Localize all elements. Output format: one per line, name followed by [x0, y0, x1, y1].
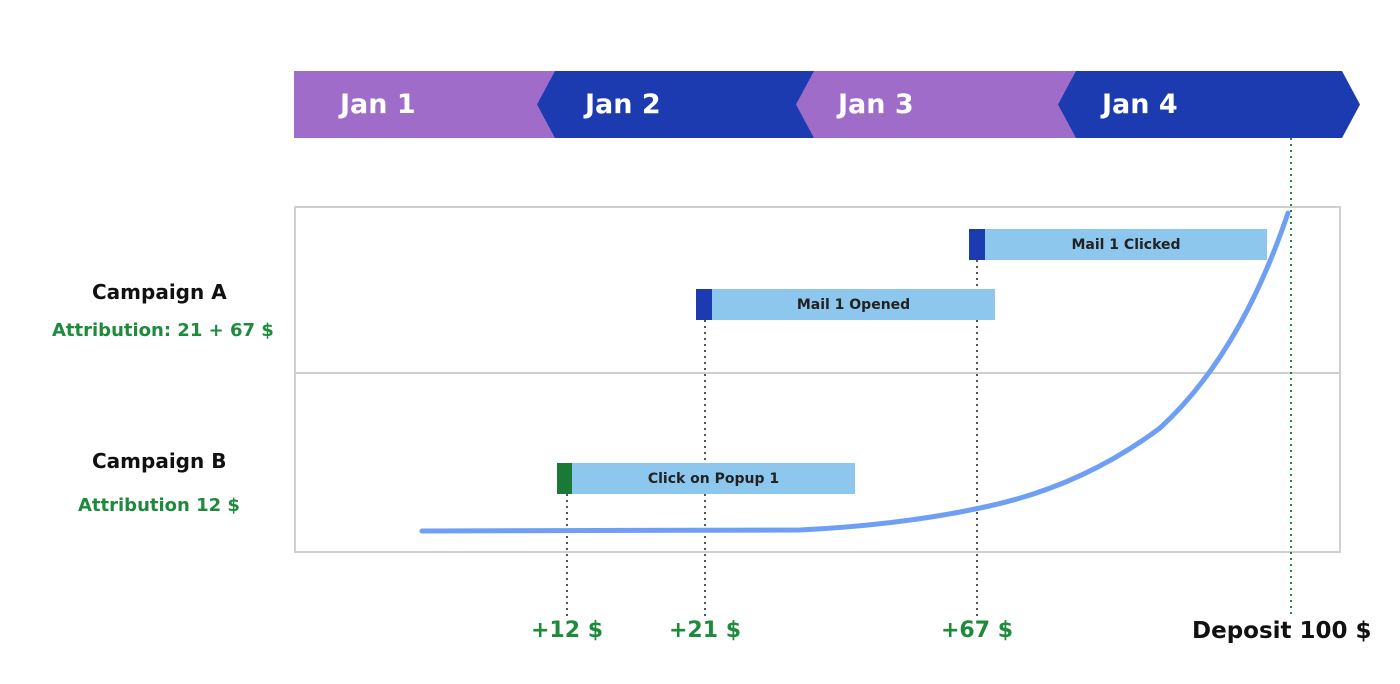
timeline-label-jan-2: Jan 2: [585, 89, 661, 120]
increment-label-67: +67 $: [940, 618, 1013, 643]
timeline-label-jan-1: Jan 1: [340, 89, 416, 120]
deposit-label: Deposit 100 $: [1192, 618, 1372, 644]
value-growth-curve: [419, 210, 1291, 534]
campaign-a-attribution: Attribution: 21 + 67 $: [52, 320, 274, 341]
campaign-b-title: Campaign B: [92, 449, 227, 473]
increment-label-21: +21 $: [668, 618, 741, 643]
event-marker-mail-clicked: [969, 229, 985, 260]
campaign-a-title: Campaign A: [92, 280, 227, 304]
increment-label-12: +12 $: [530, 618, 603, 643]
event-marker-popup-click: [557, 463, 572, 494]
event-bar-mail-opened: Mail 1 Opened: [712, 289, 995, 320]
timeline-label-jan-3: Jan 3: [838, 89, 914, 120]
event-bar-popup-click: Click on Popup 1: [572, 463, 855, 494]
timeline-segment-jan-4: [1058, 71, 1360, 138]
timeline-segment-jan-2: [537, 71, 820, 138]
campaign-b-attribution: Attribution 12 $: [78, 495, 240, 516]
timeline-segment-jan-1: [294, 71, 560, 138]
timeline-label-jan-4: Jan 4: [1102, 89, 1178, 120]
timeline-segment-jan-3: [796, 71, 1080, 138]
event-bar-mail-clicked: Mail 1 Clicked: [985, 229, 1267, 260]
campaign-frame: [294, 206, 1341, 553]
event-marker-mail-opened: [696, 289, 712, 320]
